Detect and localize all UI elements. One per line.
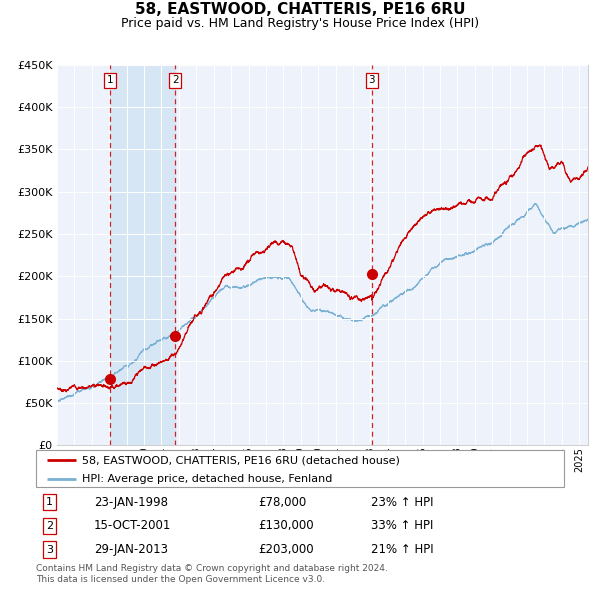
Text: £203,000: £203,000 (258, 543, 313, 556)
Text: Contains HM Land Registry data © Crown copyright and database right 2024.: Contains HM Land Registry data © Crown c… (36, 564, 388, 573)
Text: 58, EASTWOOD, CHATTERIS, PE16 6RU: 58, EASTWOOD, CHATTERIS, PE16 6RU (135, 2, 465, 17)
Text: 33% ↑ HPI: 33% ↑ HPI (371, 519, 434, 532)
Bar (110, 65, 175, 445)
Text: Price paid vs. HM Land Registry's House Price Index (HPI): Price paid vs. HM Land Registry's House … (121, 17, 479, 30)
Text: 23% ↑ HPI: 23% ↑ HPI (371, 496, 434, 509)
Text: 58, EASTWOOD, CHATTERIS, PE16 6RU (detached house): 58, EASTWOOD, CHATTERIS, PE16 6RU (detac… (82, 455, 400, 466)
Text: 15-OCT-2001: 15-OCT-2001 (94, 519, 172, 532)
Text: 21% ↑ HPI: 21% ↑ HPI (371, 543, 434, 556)
Text: £78,000: £78,000 (258, 496, 306, 509)
Text: 23-JAN-1998: 23-JAN-1998 (94, 496, 168, 509)
Text: 1: 1 (107, 75, 113, 85)
Text: 3: 3 (46, 545, 53, 555)
Text: HPI: Average price, detached house, Fenland: HPI: Average price, detached house, Fenl… (82, 474, 333, 484)
Text: £130,000: £130,000 (258, 519, 313, 532)
Text: 2: 2 (46, 521, 53, 531)
Text: 3: 3 (368, 75, 375, 85)
Text: 2: 2 (172, 75, 179, 85)
Text: This data is licensed under the Open Government Licence v3.0.: This data is licensed under the Open Gov… (36, 575, 325, 584)
Text: 1: 1 (46, 497, 53, 507)
Text: 29-JAN-2013: 29-JAN-2013 (94, 543, 168, 556)
